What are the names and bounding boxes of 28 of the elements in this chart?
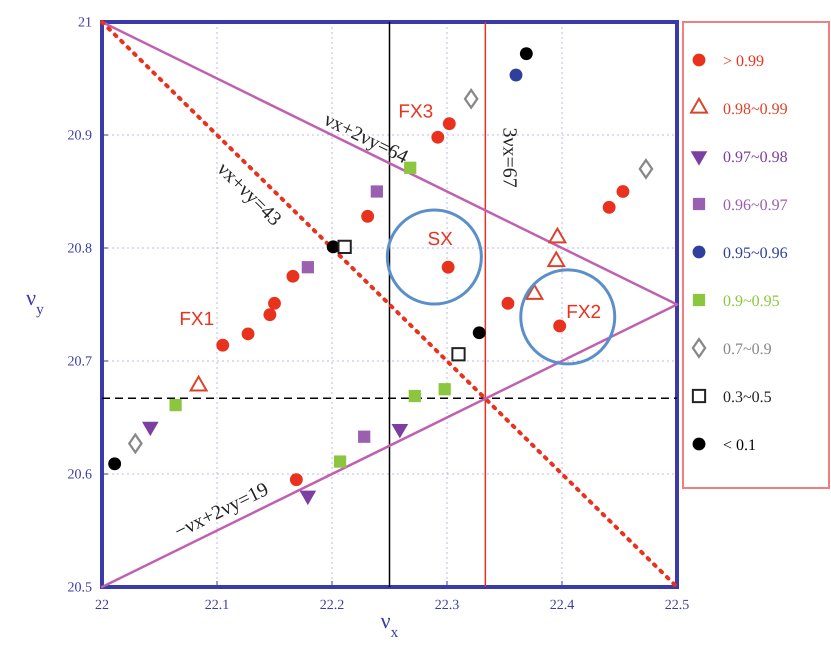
legend-label: 0.9~0.95 [723,293,780,310]
y-tick-label: 20.5 [68,580,92,596]
legend-label: < 0.1 [723,437,756,454]
legend-label: 0.95~0.96 [723,245,788,262]
legend-label: 0.7~0.9 [723,341,772,358]
legend-label: 0.97~0.98 [723,149,788,166]
annotation: 3νx=67 [498,127,520,188]
annotation: FX3 [398,101,434,122]
legend-label: 0.96~0.97 [723,197,788,214]
legend-label: > 0.99 [723,53,764,70]
legend-label: 0.98~0.99 [723,101,788,118]
y-axis-title: ν$_{y}$ [26,285,44,318]
y-tick-label: 20.9 [68,128,92,144]
legend-label: 0.3~0.5 [723,389,772,406]
y-tick-label: 20.6 [68,467,92,482]
x-tick-label: 22.5 [664,598,690,613]
annotation: SX [427,229,454,250]
x-tick-label: 22.4 [550,598,574,613]
annotation: FX1 [179,309,214,330]
x-tick-label: 22.3 [434,598,460,613]
y-tick-label: 20.8 [68,241,92,256]
x-tick-label: 22 [95,598,109,613]
x-axis-title: ν$_{x}$ [380,608,399,640]
x-tick-label: 22.1 [204,598,230,613]
annotation: FX2 [566,302,602,323]
y-tick-label: 20.7 [68,354,92,370]
x-tick-label: 22.2 [320,598,344,613]
y-tick-label: 21 [78,15,92,30]
